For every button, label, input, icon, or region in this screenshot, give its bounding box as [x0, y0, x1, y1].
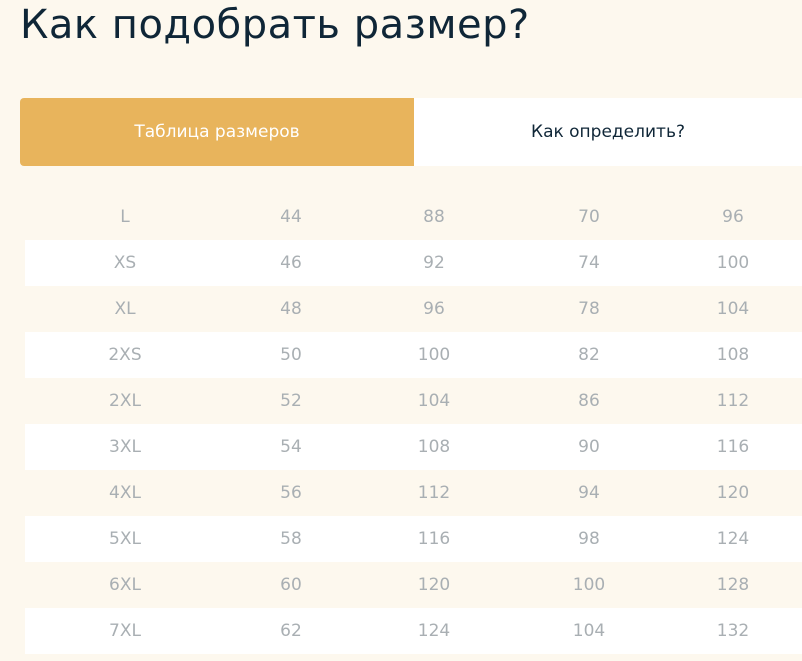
size-label-cell: 2XS [108, 345, 142, 365]
table-row: 7XL 62 124 104 132 [25, 608, 802, 654]
size-label-cell: 5XL [109, 529, 141, 549]
size-label-cell: XL [114, 299, 136, 319]
table-row: L 44 88 70 96 [25, 194, 802, 240]
measurement-cell: 82 [578, 345, 600, 365]
measurement-cell: 112 [417, 483, 451, 503]
measurement-cell: 50 [280, 345, 302, 365]
measurement-cell: 52 [280, 391, 302, 411]
measurement-cell: 96 [423, 299, 445, 319]
measurement-cell: 88 [423, 207, 445, 227]
measurement-cell: 104 [417, 391, 451, 411]
measurement-cell: 104 [572, 621, 606, 641]
measurement-cell: 116 [417, 529, 451, 549]
size-label-cell: 2XL [109, 391, 141, 411]
table-row: XS 46 92 74 100 [25, 240, 802, 286]
measurement-cell: 100 [417, 345, 451, 365]
measurement-cell: 92 [423, 253, 445, 273]
size-label-cell: XS [113, 253, 137, 273]
table-row: 4XL 56 112 94 120 [25, 470, 802, 516]
measurement-cell: 116 [716, 437, 750, 457]
table-row: XL 48 96 78 104 [25, 286, 802, 332]
measurement-cell: 70 [578, 207, 600, 227]
measurement-cell: 98 [578, 529, 600, 549]
size-table: L 44 88 70 96 XS 46 92 74 100 XL 48 96 78 104 2XS 50 100 8… [25, 194, 802, 654]
size-label-cell: 4XL [109, 483, 141, 503]
table-row: 5XL 58 116 98 124 [25, 516, 802, 562]
measurement-cell: 120 [716, 483, 750, 503]
measurement-cell: 56 [280, 483, 302, 503]
measurement-cell: 62 [280, 621, 302, 641]
measurement-cell: 108 [716, 345, 750, 365]
measurement-cell: 120 [417, 575, 451, 595]
table-row: 6XL 60 120 100 128 [25, 562, 802, 608]
measurement-cell: 94 [578, 483, 600, 503]
size-label-cell: 3XL [109, 437, 141, 457]
tabs: Таблица размеров Как определить? [20, 98, 802, 166]
table-row: 3XL 54 108 90 116 [25, 424, 802, 470]
measurement-cell: 58 [280, 529, 302, 549]
measurement-cell: 100 [572, 575, 606, 595]
size-label-cell: 7XL [109, 621, 141, 641]
tab-size-table[interactable]: Таблица размеров [20, 98, 414, 166]
measurement-cell: 74 [578, 253, 600, 273]
size-label-cell: 6XL [109, 575, 141, 595]
tab-how-to-measure[interactable]: Как определить? [414, 98, 802, 166]
measurement-cell: 108 [417, 437, 451, 457]
measurement-cell: 86 [578, 391, 600, 411]
measurement-cell: 48 [280, 299, 302, 319]
measurement-cell: 112 [716, 391, 750, 411]
measurement-cell: 104 [716, 299, 750, 319]
measurement-cell: 54 [280, 437, 302, 457]
measurement-cell: 132 [716, 621, 750, 641]
table-row: 2XS 50 100 82 108 [25, 332, 802, 378]
table-row: 2XL 52 104 86 112 [25, 378, 802, 424]
measurement-cell: 44 [280, 207, 302, 227]
measurement-cell: 96 [722, 207, 744, 227]
measurement-cell: 90 [578, 437, 600, 457]
measurement-cell: 124 [716, 529, 750, 549]
page-title: Как подобрать размер? [20, 2, 530, 48]
measurement-cell: 46 [280, 253, 302, 273]
measurement-cell: 124 [417, 621, 451, 641]
measurement-cell: 78 [578, 299, 600, 319]
measurement-cell: 100 [716, 253, 750, 273]
size-label-cell: L [120, 207, 130, 227]
measurement-cell: 60 [280, 575, 302, 595]
measurement-cell: 128 [716, 575, 750, 595]
